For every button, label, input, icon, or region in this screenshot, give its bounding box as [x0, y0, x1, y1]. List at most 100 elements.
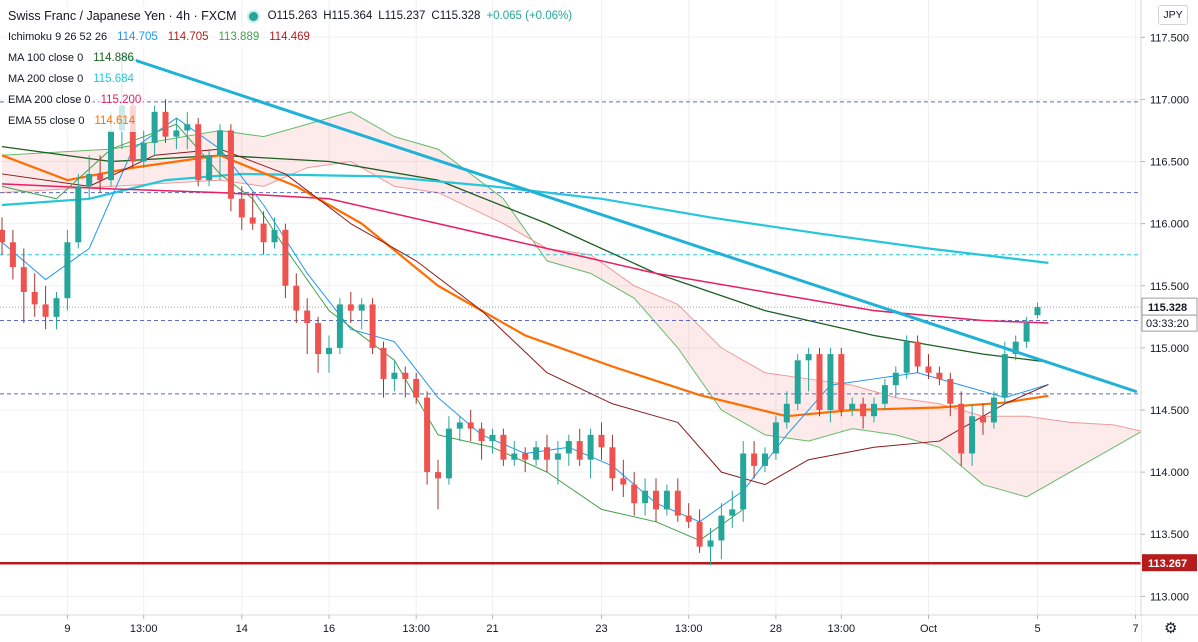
candle-body: [718, 515, 725, 541]
candle: [358, 298, 365, 330]
candle: [751, 441, 758, 479]
candle-body: [794, 360, 801, 404]
candle: [326, 335, 332, 373]
indicator-row[interactable]: EMA 55 close 0 114.614: [6, 111, 578, 132]
settings-gear-icon[interactable]: ⚙: [1164, 620, 1178, 637]
candle: [642, 478, 649, 516]
candle-body: [64, 242, 71, 299]
y-tick-label: 114.500: [1150, 405, 1189, 417]
ohlc-close: C115.328: [431, 10, 481, 22]
candle-body: [740, 453, 747, 510]
candle: [456, 416, 463, 442]
candle: [75, 173, 82, 249]
candle: [271, 217, 278, 249]
candle: [1001, 341, 1008, 404]
market-status-icon: [248, 12, 258, 21]
candle: [958, 391, 965, 466]
candle-body: [871, 403, 877, 417]
candle: [467, 410, 474, 442]
x-tick-label: 21: [486, 623, 498, 635]
candle: [206, 149, 213, 187]
candle-body: [380, 347, 387, 379]
candle: [936, 366, 943, 386]
candle-body: [424, 397, 431, 473]
indicator-value: 115.200: [98, 90, 144, 111]
ohlc-high: H115.364: [323, 10, 373, 22]
candle: [707, 528, 714, 566]
candle: [478, 422, 485, 460]
candle-body: [304, 310, 311, 324]
indicator-name: MA 200 close 0: [6, 69, 86, 90]
candle-body: [129, 105, 136, 162]
candle: [925, 354, 932, 379]
candle-body: [729, 509, 736, 516]
currency-button[interactable]: JPY: [1158, 5, 1188, 25]
candle-body: [1034, 307, 1041, 316]
candle-body: [565, 441, 572, 454]
indicator-line: [1, 172, 1049, 264]
candle: [435, 459, 441, 510]
candle: [424, 391, 431, 485]
x-tick-label: Oct: [920, 623, 937, 635]
ohlc-low: L115.237: [378, 10, 426, 22]
price-label: 115.328 03:33:20: [1141, 297, 1198, 332]
candle-body: [653, 490, 659, 510]
candle-body: [609, 447, 616, 479]
candle-body: [358, 304, 365, 311]
candle-body: [1012, 341, 1019, 355]
candle: [304, 298, 311, 355]
legend-title-row: Swiss Franc / Japanese Yen · 4h · FXCM O…: [6, 6, 578, 27]
candle: [969, 403, 976, 466]
candle-body: [805, 354, 812, 361]
candle: [609, 434, 616, 491]
candle-body: [881, 385, 888, 404]
time-axis: [0, 615, 1141, 642]
candle-body: [435, 472, 441, 479]
candle: [576, 428, 583, 466]
candle: [544, 434, 550, 473]
candle-body: [227, 130, 234, 199]
candle-body: [162, 111, 169, 137]
candle: [53, 291, 60, 330]
ohlc-change: +0.065 (+0.06%): [486, 10, 573, 22]
candle: [598, 422, 605, 460]
indicator-row[interactable]: Ichimoku 9 26 52 26 114.705 114.705 113.889…: [6, 27, 578, 48]
indicator-row[interactable]: MA 200 close 0 115.684: [6, 69, 578, 90]
candle-body: [195, 124, 202, 181]
candle: [391, 360, 398, 392]
candle-body: [31, 291, 38, 305]
candle-body: [86, 173, 93, 187]
candle: [674, 478, 681, 522]
candle-body: [914, 341, 921, 367]
candle: [783, 391, 790, 429]
price-label-text: 113.267: [1148, 558, 1187, 570]
candle-body: [75, 186, 82, 243]
x-tick-label: 13:00: [402, 623, 430, 635]
indicator-row[interactable]: EMA 200 close 0 115.200: [6, 90, 578, 111]
price-label-bg: [1142, 554, 1197, 572]
indicator-row[interactable]: MA 100 close 0 114.886: [6, 48, 578, 69]
candle: [892, 366, 899, 398]
candle-body: [663, 490, 670, 510]
candle-body: [238, 198, 245, 218]
candle: [9, 229, 16, 280]
candle: [42, 285, 49, 330]
candle: [64, 229, 71, 311]
x-tick-label: 16: [323, 623, 335, 635]
x-tick-label: 14: [236, 623, 248, 635]
countdown-label-bg: [1141, 314, 1198, 332]
candle-body: [772, 422, 779, 454]
ichimoku-span-b: [1, 160, 1180, 448]
candle-body: [293, 285, 300, 311]
indicator-list: Ichimoku 9 26 52 26 114.705 114.705 113.889…: [6, 27, 578, 132]
candle-body: [413, 378, 420, 398]
candle: [980, 403, 986, 435]
candle-body: [990, 397, 997, 423]
candle: [794, 354, 801, 410]
symbol-title[interactable]: Swiss Franc / Japanese Yen · 4h · FXCM: [6, 6, 239, 27]
candle-body: [707, 540, 714, 547]
candle-body: [184, 124, 191, 131]
candle: [380, 341, 387, 398]
